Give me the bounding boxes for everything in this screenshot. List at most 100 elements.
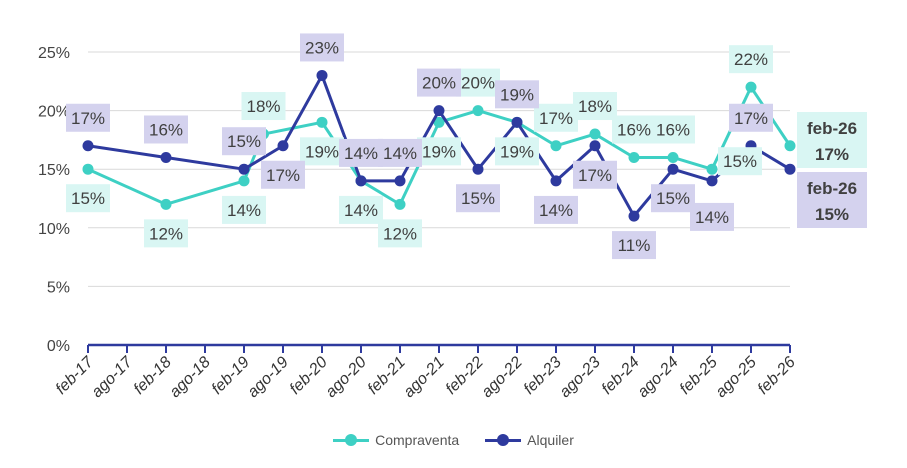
data-point	[433, 105, 445, 117]
data-label: 14%	[378, 138, 422, 167]
end-label-bg	[797, 112, 867, 168]
data-point	[394, 175, 406, 187]
data-label-bg	[651, 184, 695, 213]
data-label-text: 11%	[618, 236, 651, 255]
data-point	[706, 163, 718, 175]
legend-item-compraventa: Compraventa	[333, 432, 459, 448]
data-label-text: 17%	[71, 109, 105, 128]
data-point	[355, 175, 367, 187]
end-label-value: 17%	[815, 145, 849, 164]
data-point	[160, 198, 172, 210]
data-label-text: 12%	[149, 224, 183, 243]
data-label-text: 17%	[578, 166, 612, 185]
data-label-bg	[66, 184, 110, 213]
data-label: 14%	[690, 202, 734, 231]
data-label-bg	[144, 115, 188, 144]
data-label-bg	[495, 80, 539, 109]
data-label: 17%	[573, 160, 617, 189]
data-label-bg	[241, 92, 286, 121]
data-label: 15%	[222, 127, 266, 156]
x-tick-label: ago-23	[557, 354, 604, 401]
data-label-text: 17%	[539, 109, 573, 128]
data-point	[238, 175, 250, 187]
data-label-bg	[378, 138, 422, 167]
data-label-bg	[495, 137, 539, 166]
data-label-text: 15%	[461, 189, 495, 208]
data-label-bg	[66, 103, 110, 132]
y-axis-ticks: 0% 5% 10% 15% 20% 25%	[38, 45, 70, 355]
data-label: 19%	[495, 80, 539, 109]
data-point	[394, 198, 406, 210]
data-label-text: 17%	[266, 166, 300, 185]
data-point	[667, 151, 679, 163]
data-point	[784, 163, 796, 175]
data-label-bg	[417, 68, 461, 97]
data-point	[706, 175, 718, 187]
legend-swatch-compraventa	[333, 434, 370, 446]
data-label-text: 15%	[227, 132, 261, 151]
data-label-bg	[729, 45, 773, 74]
end-label-compraventa: feb-26 17%	[797, 112, 867, 168]
data-label-text: 18%	[578, 97, 612, 116]
y-tick-label: 0%	[47, 338, 70, 355]
data-label-text: 14%	[344, 201, 378, 220]
x-tick-label: ago-20	[323, 354, 370, 401]
data-label: 18%	[241, 92, 286, 121]
data-label-text: 19%	[305, 142, 339, 161]
data-point	[277, 140, 289, 152]
data-label: 14%	[222, 195, 266, 224]
legend: Compraventa Alquiler	[0, 432, 907, 448]
data-label: 15%	[651, 184, 695, 213]
data-label-bg	[651, 115, 695, 144]
data-label: 14%	[339, 195, 383, 224]
data-label-text: 14%	[344, 144, 378, 163]
data-labels: 15% 12% 14% 18% 19% 14% 12% 19% 20% 19% 17% 18% 16% 1…	[66, 33, 773, 260]
data-label: 20%	[417, 68, 461, 97]
data-label-text: 14%	[539, 201, 573, 220]
data-label-bg	[378, 219, 422, 248]
data-point	[316, 116, 328, 128]
data-point	[589, 140, 601, 152]
x-axis: feb-17ago-17feb-18ago-18feb-19ago-19feb-…	[53, 343, 799, 401]
legend-swatch-alquiler	[485, 434, 522, 446]
data-label-text: 15%	[723, 152, 757, 171]
data-label: 19%	[495, 137, 539, 166]
data-label-text: 17%	[734, 109, 768, 128]
data-label-text: 12%	[383, 224, 417, 243]
data-label-text: 16%	[656, 120, 690, 139]
data-label-text: 14%	[695, 208, 729, 227]
end-label-period: feb-26	[807, 119, 857, 138]
data-label: 22%	[729, 45, 773, 74]
data-label-text: 20%	[422, 74, 456, 93]
data-label-bg	[690, 202, 734, 231]
data-label-text: 19%	[500, 85, 534, 104]
data-point	[589, 128, 601, 140]
data-label: 16%	[651, 115, 695, 144]
data-label: 11%	[612, 231, 656, 260]
data-point	[550, 175, 562, 187]
data-label: 19%	[300, 137, 344, 166]
y-tick-label: 20%	[38, 104, 70, 121]
y-tick-label: 10%	[38, 221, 70, 238]
data-label-bg	[417, 137, 461, 166]
data-label: 19%	[417, 137, 461, 166]
end-label-period: feb-26	[807, 179, 857, 198]
data-label-bg	[534, 103, 578, 132]
data-label-text: 19%	[500, 142, 534, 161]
data-point	[745, 81, 757, 93]
data-label: 16%	[144, 115, 188, 144]
data-label-text: 16%	[149, 120, 183, 139]
data-label-text: 16%	[617, 120, 651, 139]
x-tick-label: ago-18	[167, 354, 214, 401]
data-label-bg	[612, 231, 656, 260]
data-label-text: 23%	[305, 38, 339, 57]
data-label: 14%	[534, 195, 578, 224]
gridlines	[88, 51, 790, 287]
data-label-bg	[222, 195, 266, 224]
data-label: 12%	[144, 219, 188, 248]
data-label: 17%	[261, 160, 305, 189]
end-label-alquiler: feb-26 15%	[797, 172, 867, 228]
data-label: 15%	[456, 184, 500, 213]
data-point	[472, 105, 484, 117]
data-point	[628, 210, 640, 222]
